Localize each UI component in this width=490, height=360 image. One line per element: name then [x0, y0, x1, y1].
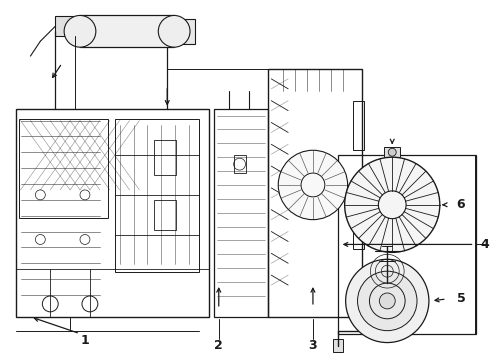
- Bar: [269, 69, 363, 317]
- Circle shape: [158, 15, 190, 47]
- Circle shape: [388, 148, 396, 156]
- Circle shape: [345, 259, 429, 343]
- Text: 6: 6: [457, 198, 465, 211]
- Bar: [353, 101, 365, 150]
- Text: 5: 5: [457, 292, 465, 305]
- Bar: [115, 118, 199, 272]
- Bar: [16, 109, 209, 317]
- Text: 1: 1: [80, 334, 89, 347]
- Bar: [80, 15, 174, 47]
- Circle shape: [379, 293, 395, 309]
- Text: 3: 3: [309, 339, 317, 352]
- Bar: [55, 17, 90, 36]
- Bar: [384, 147, 400, 157]
- Bar: [333, 339, 343, 352]
- Circle shape: [344, 157, 440, 252]
- Bar: [214, 109, 269, 317]
- Circle shape: [278, 150, 347, 220]
- Bar: [175, 19, 195, 44]
- Bar: [154, 140, 176, 175]
- Text: 2: 2: [215, 339, 223, 352]
- Bar: [234, 155, 245, 173]
- Text: 4: 4: [481, 238, 489, 251]
- Bar: [19, 118, 108, 218]
- Bar: [353, 200, 365, 249]
- Circle shape: [358, 271, 417, 331]
- Bar: [154, 200, 176, 230]
- Circle shape: [64, 15, 96, 47]
- Bar: [338, 155, 476, 334]
